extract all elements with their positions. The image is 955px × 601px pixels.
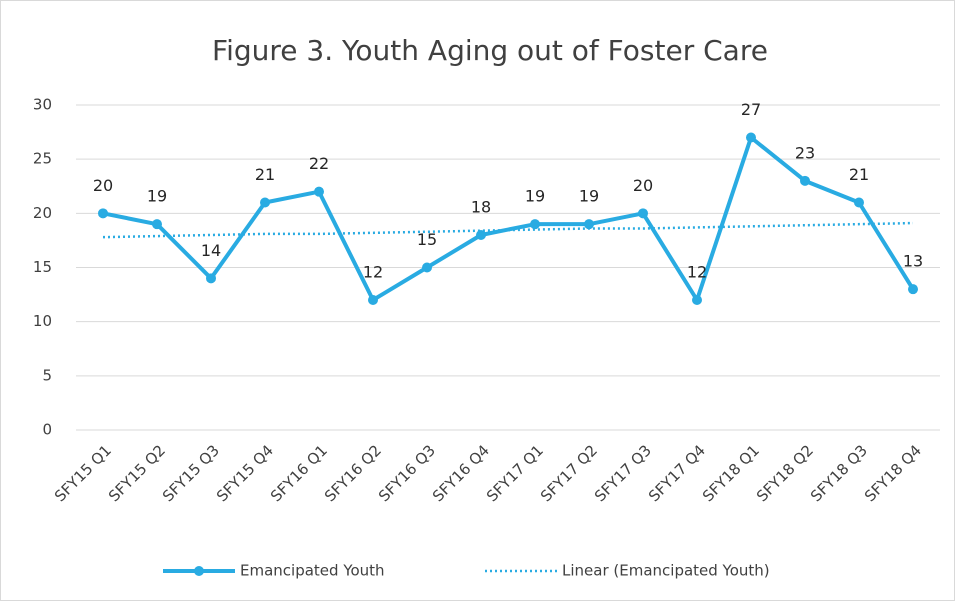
legend-marker: [194, 566, 204, 576]
y-tick-label: 15: [33, 258, 52, 276]
data-point: [98, 208, 108, 219]
data-label: 20: [93, 176, 113, 195]
data-label: 19: [579, 187, 599, 206]
y-tick-label: 0: [42, 421, 52, 439]
data-point: [260, 197, 270, 208]
legend-label: Linear (Emancipated Youth): [562, 562, 770, 580]
data-point: [368, 295, 378, 305]
data-label: 12: [687, 263, 707, 282]
y-tick-label: 5: [42, 366, 52, 384]
data-label: 20: [633, 176, 653, 195]
data-point: [908, 284, 918, 295]
data-label: 19: [525, 187, 545, 206]
data-point: [746, 132, 756, 143]
data-point: [530, 219, 540, 230]
data-point: [692, 295, 702, 305]
data-point: [854, 197, 864, 208]
y-tick-label: 25: [33, 150, 52, 168]
data-point: [152, 219, 162, 230]
trend-line: [102, 221, 914, 239]
y-tick-label: 30: [33, 96, 52, 114]
data-point: [800, 175, 810, 186]
data-label: 22: [309, 154, 329, 173]
data-label: 13: [903, 252, 923, 271]
y-tick-label: 20: [33, 204, 52, 222]
legend-label: Emancipated Youth: [240, 562, 385, 580]
chart-title: Figure 3. Youth Aging out of Foster Care: [212, 34, 768, 67]
data-point: [206, 273, 216, 284]
data-label: 23: [795, 143, 815, 162]
y-tick-label: 10: [33, 312, 52, 330]
data-label: 18: [471, 198, 491, 217]
data-point: [476, 230, 486, 240]
data-point: [584, 219, 594, 230]
data-point: [638, 208, 648, 219]
data-point: [422, 262, 432, 273]
data-label: 19: [147, 187, 167, 206]
data-label: 21: [255, 165, 275, 184]
data-label: 14: [201, 241, 221, 260]
data-label: 15: [417, 230, 437, 249]
data-point: [314, 186, 324, 197]
data-label: 27: [741, 100, 761, 119]
data-label: 21: [849, 165, 869, 184]
data-label: 12: [363, 263, 383, 282]
